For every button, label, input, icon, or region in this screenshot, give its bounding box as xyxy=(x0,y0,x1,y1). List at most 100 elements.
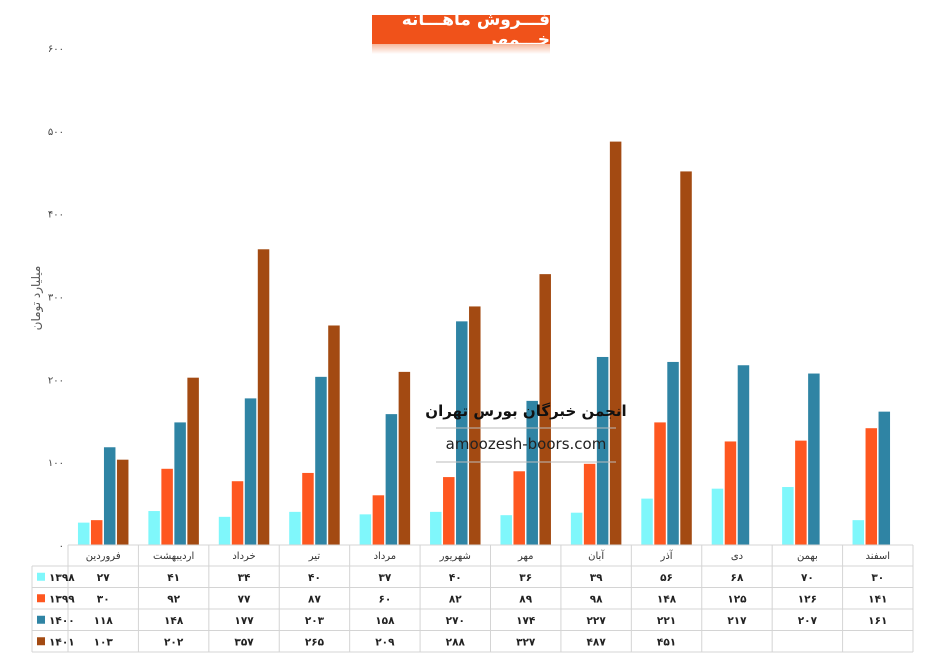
bar xyxy=(852,520,865,545)
data-label: ۱۴۸ xyxy=(657,593,677,605)
legend-swatch xyxy=(37,572,45,581)
watermark-url: amoozesh-boors.com xyxy=(446,435,607,453)
bar xyxy=(359,514,372,545)
bar xyxy=(302,472,314,545)
y-ticks: ۰ ۱۰۰ ۲۰۰ ۳۰۰ ۴۰۰ ۵۰۰ ۶۰۰ xyxy=(48,44,64,552)
watermark-title: انجمن خبرگان بورس تهران xyxy=(425,402,626,420)
bar xyxy=(500,515,512,545)
data-label: ۱۷۴ xyxy=(516,615,536,627)
data-label: ۱۲۶ xyxy=(798,593,817,605)
data-label: ۳۴ xyxy=(238,572,251,584)
y-tick-label: ۳۰۰ xyxy=(48,293,64,304)
bar xyxy=(795,440,807,545)
bar xyxy=(77,522,90,545)
x-tick-label: دی xyxy=(731,551,743,562)
bar xyxy=(583,463,596,545)
bar xyxy=(878,411,891,545)
y-tick-label: ۵۰۰ xyxy=(48,127,64,138)
bar xyxy=(808,373,820,545)
data-label: ۴۰ xyxy=(449,572,462,584)
data-label: ۲۰۳ xyxy=(305,615,325,627)
data-label: ۷۷ xyxy=(238,593,251,605)
data-label: ۱۵۸ xyxy=(375,615,395,627)
bar xyxy=(116,459,129,545)
data-label: ۹۲ xyxy=(167,593,180,605)
bar xyxy=(680,171,692,545)
bar xyxy=(90,520,103,545)
data-label: ۸۹ xyxy=(519,593,532,605)
data-label: ۲۱۷ xyxy=(727,615,747,627)
y-tick-label: ۱۰۰ xyxy=(48,458,64,469)
bar xyxy=(737,365,750,545)
bar xyxy=(609,141,622,545)
x-tick-label: مهر xyxy=(517,551,533,562)
data-label: ۲۷۰ xyxy=(446,615,465,627)
data-label: ۱۶۱ xyxy=(868,615,887,627)
data-label: ۱۴۱ xyxy=(868,593,887,605)
data-label: ۳۰ xyxy=(871,572,884,584)
bar xyxy=(596,356,609,545)
legend-swatch xyxy=(37,615,45,624)
data-label: ۱۴۸ xyxy=(164,615,184,627)
data-label: ۳۵۷ xyxy=(234,636,254,648)
data-label: ۳۷ xyxy=(378,572,391,584)
data-label: ۸۷ xyxy=(308,593,321,605)
chart-title: فـــروش ماهـــانه خـــمهر xyxy=(372,10,550,50)
x-tick-label: فروردین xyxy=(86,551,121,562)
bar xyxy=(315,376,327,545)
bar xyxy=(711,488,724,545)
bars xyxy=(77,141,891,545)
legend-swatch xyxy=(37,637,45,646)
data-label: ۲۲۷ xyxy=(587,615,607,627)
data-label: ۴۱ xyxy=(167,572,180,584)
legend-label: ۱۴۰۱ xyxy=(49,636,75,648)
bar xyxy=(372,495,385,545)
y-tick-label: ۰ xyxy=(59,541,64,552)
bar xyxy=(244,398,257,545)
bar xyxy=(161,468,173,545)
y-axis-label: میلیارد تومان xyxy=(29,266,44,331)
data-label: ۲۲۱ xyxy=(657,615,676,627)
data-label: ۳۶ xyxy=(519,572,532,584)
data-label: ۴۸۷ xyxy=(587,636,607,648)
data-label: ۳۲۷ xyxy=(516,636,536,648)
bar xyxy=(231,481,244,545)
data-label: ۱۲۵ xyxy=(727,593,747,605)
x-tick-label: آبان xyxy=(588,549,605,562)
bar xyxy=(513,471,525,545)
bar xyxy=(398,371,411,545)
bar xyxy=(724,441,737,545)
data-label: ۵۶ xyxy=(660,572,673,584)
y-tick-label: ۶۰۰ xyxy=(48,44,64,55)
legend-label: ۱۳۹۸ xyxy=(49,572,75,584)
data-label: ۳۹ xyxy=(590,572,603,584)
bar xyxy=(865,428,878,545)
x-tick-label: شهریور xyxy=(439,551,471,562)
data-label: ۶۸ xyxy=(731,572,744,584)
x-tick-label: اسفند xyxy=(866,551,890,562)
data-label: ۳۰ xyxy=(97,593,110,605)
bar xyxy=(174,422,186,545)
bar xyxy=(641,498,653,545)
bar xyxy=(430,511,442,545)
bar xyxy=(570,512,583,545)
bar xyxy=(103,447,116,545)
watermark: انجمن خبرگان بورس تهران amoozesh-boors.c… xyxy=(425,402,627,463)
data-label: ۱۰۳ xyxy=(94,636,114,648)
legend-label: ۱۴۰۰ xyxy=(49,615,75,627)
y-tick-label: ۲۰۰ xyxy=(48,375,64,386)
data-label: ۶۰ xyxy=(378,593,391,605)
data-label: ۷۰ xyxy=(801,572,814,584)
x-tick-label: خرداد xyxy=(232,551,255,562)
data-label: ۱۱۸ xyxy=(94,615,114,627)
x-tick-label: اردیبهشت xyxy=(153,551,194,562)
x-tick-label: آذر xyxy=(660,549,674,562)
data-table: فروردین اردیبهشت خرداد تیر مرداد شهریور مهر آبا… xyxy=(31,544,914,653)
chart-title-shadow xyxy=(372,44,550,54)
bar xyxy=(385,414,398,545)
bar xyxy=(257,249,270,545)
x-tick-label: تیر xyxy=(308,551,321,562)
legend-swatch xyxy=(37,594,45,603)
bar xyxy=(289,511,301,545)
